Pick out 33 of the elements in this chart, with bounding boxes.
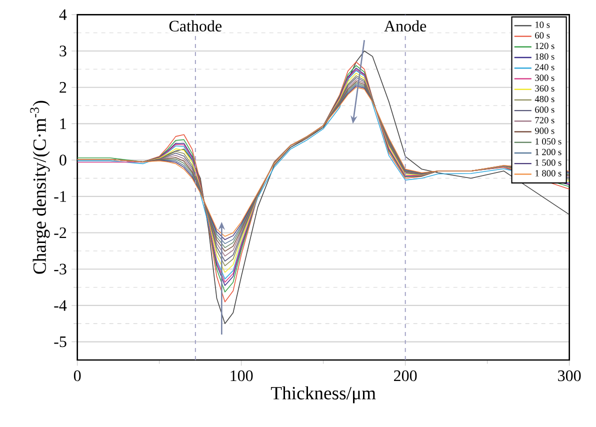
y-axis-title: Charge density/(C·m$^{-3}$)	[30, 101, 50, 274]
y-tick-label: -2	[54, 228, 66, 238]
y-tick-label: -5	[54, 336, 66, 348]
legend-label: 120 s	[536, 42, 554, 50]
legend-label: 1 200 s	[536, 149, 562, 156]
y-tick-label: 1	[60, 118, 66, 130]
legend-label: 60 s	[535, 32, 550, 39]
x-tick-label: 300	[558, 370, 581, 382]
legend-label: 360 s	[535, 85, 554, 92]
x-axis-title: Thickness/μm	[270, 386, 376, 404]
legend-label: 1 800 s	[536, 170, 562, 177]
legend-label: 300 s	[535, 74, 554, 82]
legend-label: 600 s	[535, 106, 554, 113]
legend-label: 720 s	[535, 117, 554, 124]
x-tick-label: 100	[230, 370, 253, 382]
y-tick-label: -4	[54, 300, 67, 311]
x-tick-label: 200	[394, 370, 417, 382]
legend-label: 1 050 s	[536, 138, 562, 145]
legend-label: 480 s	[534, 96, 554, 102]
legend-label: 1 500 s	[536, 160, 562, 166]
ref-line-label: Cathode	[169, 20, 222, 32]
x-tick-label: 0	[74, 370, 81, 382]
y-tick-label: 3	[60, 46, 66, 57]
y-tick-label: 0	[60, 154, 66, 166]
legend-label: 10 s	[536, 22, 550, 28]
y-tick-label: -1	[54, 191, 66, 202]
y-tick-label: 2	[60, 82, 66, 93]
legend-label: 180 s	[536, 54, 554, 60]
ref-line-label: Anode	[384, 20, 426, 32]
legend-label: 240 s	[535, 64, 554, 70]
y-tick-label: 4	[59, 10, 67, 20]
legend-label: 900 s	[535, 128, 554, 134]
y-tick-label: -3	[54, 264, 66, 275]
